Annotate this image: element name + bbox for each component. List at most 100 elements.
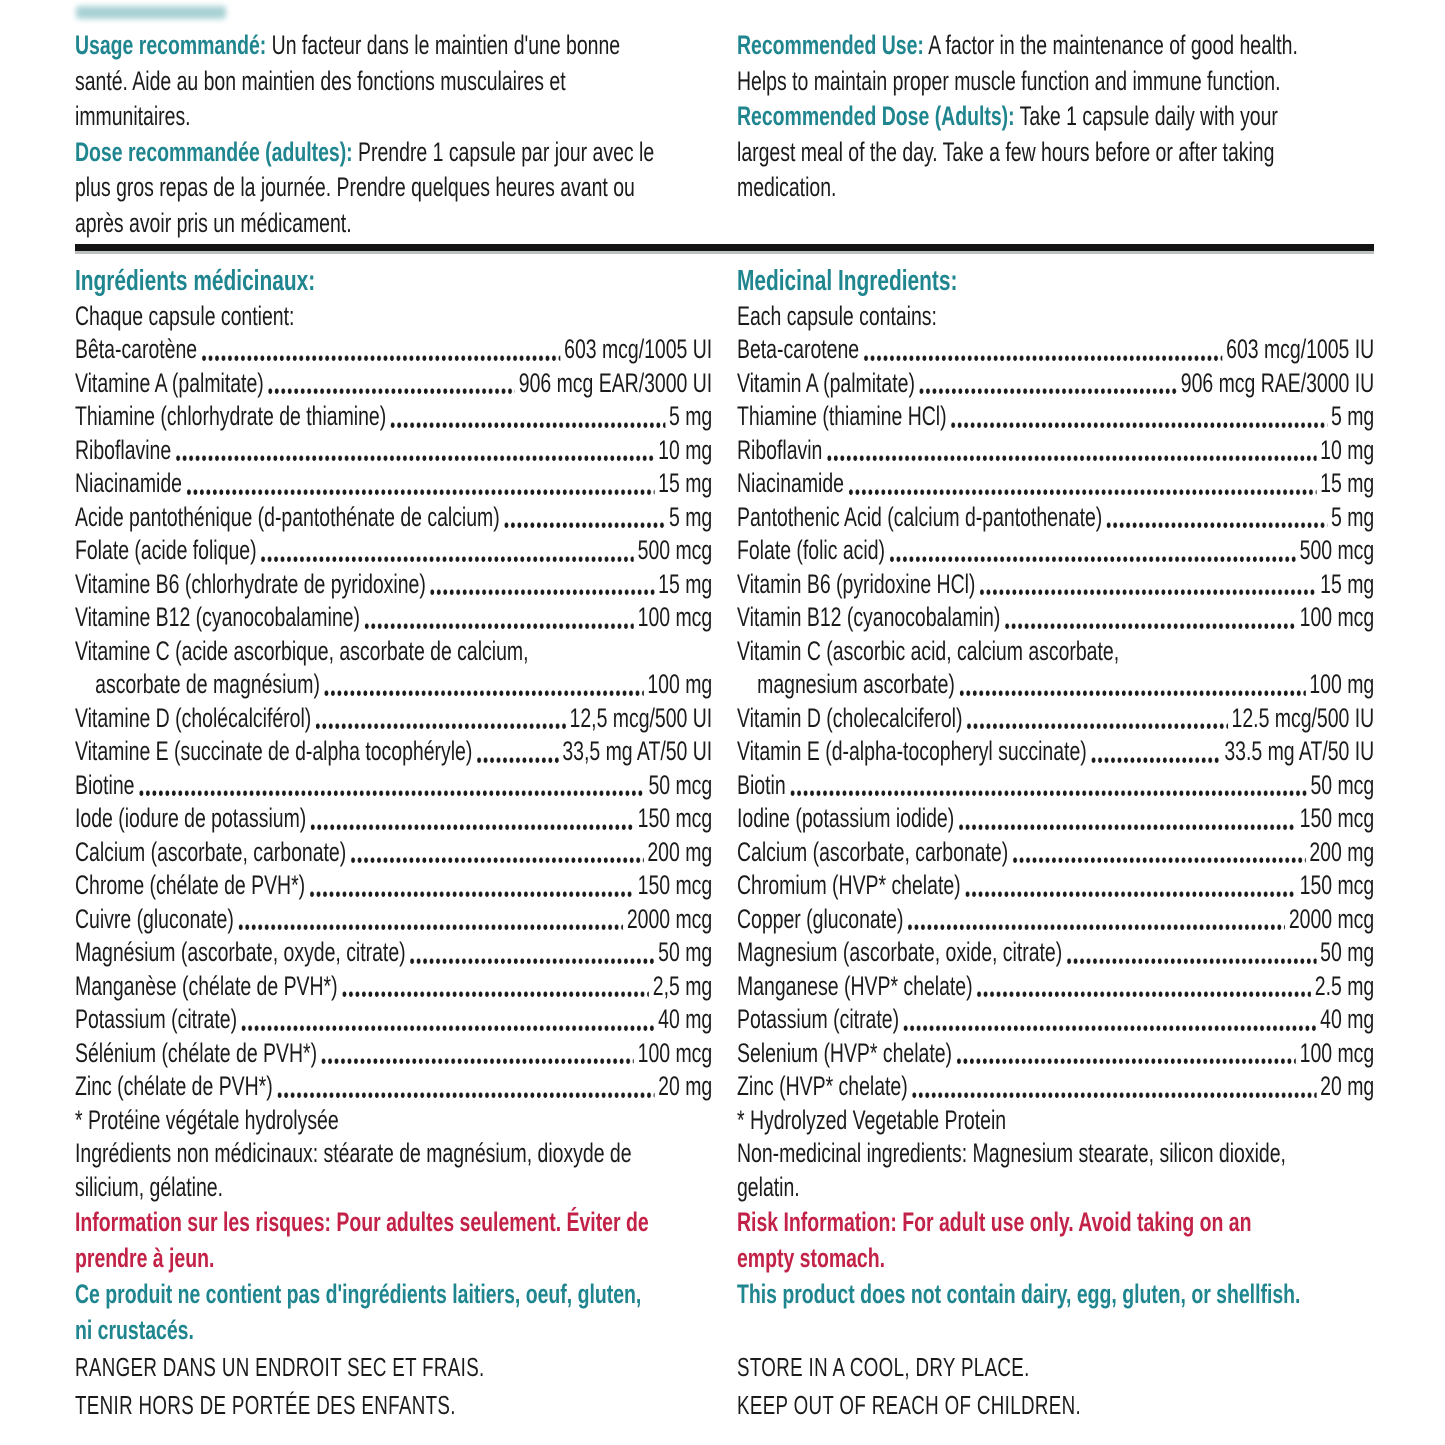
ingredient-amount: 40 mg bbox=[658, 1004, 713, 1034]
ingredient-row: Manganèse (chélate de PVH*) 2,5 mg bbox=[75, 970, 712, 1004]
dotted-leader bbox=[241, 1024, 655, 1032]
ingredient-name: Calcium (ascorbate, carbonate) bbox=[75, 836, 347, 867]
allergen-free-en: This product does not contain dairy, egg… bbox=[737, 1279, 1301, 1309]
storage-line-2-fr: TENIR HORS DE PORTÉE DES ENFANTS. bbox=[75, 1390, 456, 1420]
storage-line-2-en: KEEP OUT OF REACH OF CHILDREN. bbox=[737, 1390, 1082, 1420]
ingredient-row: Vitamine B6 (chlorhydrate de pyridoxine)… bbox=[75, 568, 712, 602]
ingredient-amount: 603 mcg/1005 UI bbox=[564, 334, 713, 364]
ingredient-name: Sélénium (chélate de PVH*) bbox=[75, 1037, 318, 1068]
ingredient-amount: 15 mg bbox=[658, 568, 713, 599]
ingredient-amount: 2.5 mg bbox=[1314, 970, 1375, 1001]
dotted-leader bbox=[863, 354, 1223, 362]
ingredient-name: Vitamine E (succinate de d-alpha tocophé… bbox=[75, 736, 473, 766]
dotted-leader bbox=[907, 924, 1286, 931]
ingredient-row: Selenium (HVP* chelate) 100 mcg bbox=[737, 1037, 1374, 1071]
ingredient-row: Iodine (potassium iodide) 150 mcg bbox=[737, 802, 1374, 836]
dotted-leader bbox=[976, 991, 1312, 998]
usage-label-fr: Usage recommandé: bbox=[75, 30, 267, 60]
ingredient-amount: 10 mg bbox=[1320, 434, 1375, 465]
dotted-leader bbox=[1106, 522, 1328, 529]
dotted-leader bbox=[912, 1091, 1317, 1099]
ingredient-name: Vitamine A (palmitate) bbox=[75, 367, 264, 398]
ingredient-amount: 15 mg bbox=[1320, 568, 1375, 599]
dotted-leader bbox=[1091, 756, 1221, 764]
ingredient-name: Riboflavin bbox=[737, 434, 823, 465]
dose-label-fr: Dose recommandée (adultes): bbox=[75, 136, 353, 167]
ingredient-name: Magnesium (ascorbate, oxide, citrate) bbox=[737, 937, 1063, 967]
ingredient-row: magnesium ascorbate) 100 mg bbox=[737, 668, 1374, 702]
dose-text-fr: Prendre 1 capsule par jour avec le plus … bbox=[75, 136, 655, 238]
ingredient-amount: 5 mg bbox=[1330, 501, 1375, 532]
section-divider bbox=[75, 244, 1374, 254]
ingredient-name: Vitamin B12 (cyanocobalamin) bbox=[737, 602, 1001, 632]
ingredient-name: Manganese (HVP* chelate) bbox=[737, 970, 973, 1001]
ingredient-amount: 200 mg bbox=[647, 836, 713, 867]
dotted-leader bbox=[979, 589, 1317, 596]
dotted-leader bbox=[310, 823, 635, 831]
dose-text-en: Take 1 capsule daily with your largest m… bbox=[737, 101, 1278, 202]
ingredient-amount: 2000 mcg bbox=[626, 903, 713, 934]
ingredient-row: Magnesium (ascorbate, oxide, citrate) 50 … bbox=[737, 936, 1374, 970]
ingredient-wrap-line: Vitamin C (ascorbic acid, calcium ascorb… bbox=[737, 635, 1120, 666]
ingredient-wrap-line: Vitamine C (acide ascorbique, ascorbate … bbox=[75, 635, 529, 666]
usage-paragraph-en: Recommended Use: A factor in the mainten… bbox=[737, 28, 1382, 99]
ingredient-name: Niacinamide bbox=[737, 468, 844, 498]
ingredient-name: Magnésium (ascorbate, oxyde, citrate) bbox=[75, 937, 406, 967]
ingredient-amount: 50 mg bbox=[658, 937, 713, 967]
ingredient-name: Zinc (HVP* chelate) bbox=[737, 1071, 908, 1101]
dotted-leader bbox=[238, 924, 624, 931]
ingredient-row: Cuivre (gluconate) 2000 mcg bbox=[75, 903, 712, 937]
ingredient-name: Vitamin E (d-alpha-tocopheryl succinate) bbox=[737, 736, 1087, 766]
ingredient-name: Acide pantothénique (d-pantothénate de c… bbox=[75, 501, 500, 532]
storage-notice-fr: RANGER DANS UN ENDROIT SEC ET FRAIS. TEN… bbox=[75, 1348, 712, 1424]
ingredient-list-fr: Bêta-carotène 603 mcg/1005 UI Vitamine A (… bbox=[75, 333, 712, 1104]
ingredient-amount: 5 mg bbox=[668, 401, 713, 431]
ingredient-row: Chrome (chélate de PVH*) 150 mcg bbox=[75, 869, 712, 903]
ingredient-name: Biotin bbox=[737, 769, 786, 800]
dotted-leader bbox=[364, 622, 635, 630]
ingredient-row: Sélénium (chélate de PVH*) 100 mcg bbox=[75, 1037, 712, 1071]
ingredient-row: Vitamine E (succinate de d-alpha tocophé… bbox=[75, 735, 712, 769]
ingredient-name: Zinc (chélate de PVH*) bbox=[75, 1071, 273, 1101]
ingredient-amount: 40 mg bbox=[1320, 1004, 1375, 1034]
dotted-leader bbox=[1066, 957, 1317, 965]
ingredient-amount: 10 mg bbox=[658, 434, 713, 465]
dotted-leader bbox=[277, 1091, 655, 1099]
dotted-leader bbox=[903, 1024, 1317, 1032]
ingredient-row: Biotine 50 mcg bbox=[75, 769, 712, 803]
recommended-use-fr: Usage recommandé: Un facteur dans le mai… bbox=[75, 28, 720, 241]
ingredient-name: Beta-carotene bbox=[737, 334, 860, 364]
ingredient-name: Vitamine B6 (chlorhydrate de pyridoxine) bbox=[75, 568, 426, 599]
ingredient-name: Manganèse (chélate de PVH*) bbox=[75, 970, 338, 1001]
ingredient-amount: 2,5 mg bbox=[652, 970, 713, 1001]
ingredient-amount: 500 mcg bbox=[637, 535, 713, 565]
ingredient-name: Vitamine B12 (cyanocobalamine) bbox=[75, 602, 360, 632]
ingredient-amount: 15 mg bbox=[1320, 468, 1375, 498]
ingredient-row: Thiamine (chlorhydrate de thiamine) 5 mg bbox=[75, 400, 712, 434]
ingredient-amount: 5 mg bbox=[1330, 401, 1375, 431]
ingredient-row: Copper (gluconate) 2000 mcg bbox=[737, 903, 1374, 937]
ingredients-heading-en: Medicinal Ingredients: bbox=[737, 265, 958, 297]
ingredient-name: Vitamin D (cholecalciferol) bbox=[737, 702, 963, 733]
ingredient-name: Copper (gluconate) bbox=[737, 903, 904, 934]
recommended-use-en: Recommended Use: A factor in the mainten… bbox=[737, 28, 1382, 206]
ingredient-amount: 20 mg bbox=[1320, 1071, 1375, 1101]
ingredient-row: Vitamin D (cholecalciferol) 12.5 mcg/500 … bbox=[737, 702, 1374, 736]
ingredient-row: Beta-carotene 603 mcg/1005 IU bbox=[737, 333, 1374, 367]
ingredient-name: Pantothenic Acid (calcium d-pantothenate… bbox=[737, 501, 1103, 532]
ingredient-name: Iode (iodure de potassium) bbox=[75, 803, 307, 833]
ingredient-amount: 100 mcg bbox=[1299, 1037, 1375, 1068]
hvp-footnote-fr: * Protéine végétale hydrolysée bbox=[75, 1104, 339, 1135]
dose-label-en: Recommended Dose (Adults): bbox=[737, 101, 1015, 131]
ingredient-name: Chromium (HVP* chelate) bbox=[737, 870, 961, 900]
nonmedicinal-en: Non-medicinal ingredients: Magnesium ste… bbox=[737, 1138, 1286, 1202]
dotted-leader bbox=[789, 790, 1307, 797]
ingredient-name: Vitamine D (cholécalciférol) bbox=[75, 702, 312, 733]
dotted-leader bbox=[964, 890, 1297, 898]
ingredient-row: Calcium (ascorbate, carbonate) 200 mg bbox=[75, 836, 712, 870]
ingredient-row: Riboflavin 10 mg bbox=[737, 434, 1374, 468]
dotted-leader bbox=[956, 1058, 1297, 1065]
ingredient-name: Folate (acide folique) bbox=[75, 535, 257, 565]
ingredient-name: Thiamine (chlorhydrate de thiamine) bbox=[75, 401, 387, 431]
